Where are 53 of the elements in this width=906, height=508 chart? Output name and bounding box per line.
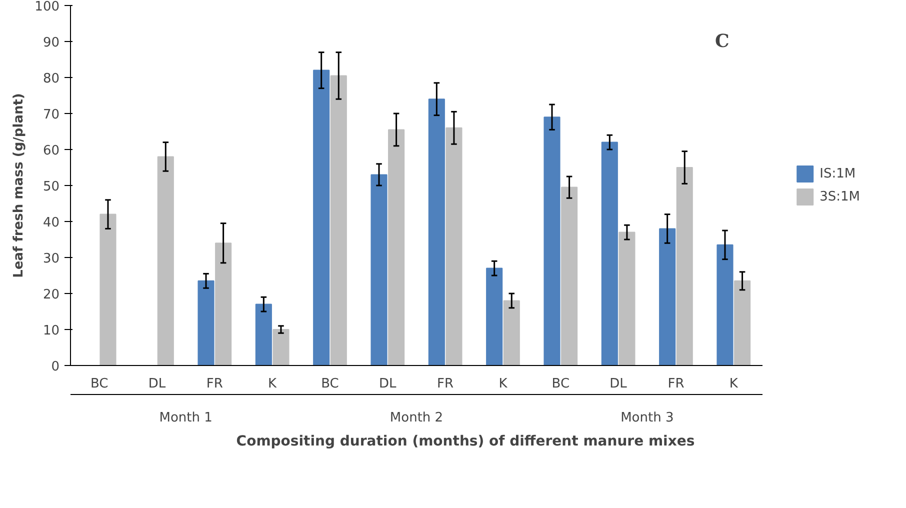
y-axis-title: Leaf fresh mass (g/plant) (12, 93, 27, 278)
bar (370, 174, 388, 366)
y-tick-label: 50 (42, 180, 60, 194)
y-tick-label: 10 (42, 324, 60, 338)
annotation: C (714, 31, 730, 52)
x-tick-label: DL (610, 376, 628, 392)
x-tick-label: K (729, 376, 738, 392)
x-axis-title: Compositing duration (months) of different manure mixes (236, 434, 695, 450)
text: Month 1 (159, 410, 212, 426)
x-tick-label: BC (552, 376, 570, 392)
text: Month 2 (390, 410, 444, 426)
bar (561, 186, 578, 366)
y-tick-label: 20 (42, 288, 60, 302)
bar (503, 300, 520, 366)
bar (734, 280, 751, 366)
bar (486, 268, 503, 366)
bar (215, 242, 232, 366)
text: Month 3 (620, 410, 674, 426)
x-tick-label: BC (321, 376, 339, 392)
bar (428, 98, 445, 366)
legend-label: 3S:1M (820, 189, 860, 204)
y-tick-label: 30 (42, 252, 60, 266)
bar (157, 156, 174, 366)
legend-label: IS:1M (820, 166, 856, 181)
bar (659, 228, 676, 366)
bar (198, 280, 214, 366)
y-tick-label: 70 (42, 108, 60, 122)
x-tick-label: FR (668, 376, 684, 392)
x-tick-label: BC (90, 376, 108, 392)
x-tick-label: K (268, 376, 278, 392)
x-tick-label: DL (379, 376, 398, 392)
bar (313, 70, 330, 366)
bar (272, 329, 290, 366)
bar (676, 167, 693, 366)
y-tick-label: 90 (42, 36, 60, 50)
x-tick-label: DL (148, 376, 166, 392)
y-tick-label: 60 (42, 144, 60, 158)
x-tick-label: K (498, 376, 508, 392)
y-tick-label: 100 (34, 0, 60, 14)
bar (330, 75, 347, 366)
bar (388, 129, 405, 366)
bar (100, 214, 116, 366)
y-tick-label: 40 (42, 216, 60, 230)
bar (601, 142, 618, 366)
y-tick-label: 0 (51, 360, 60, 374)
bar (255, 304, 272, 366)
y-tick-label: 80 (42, 72, 60, 86)
bar (544, 116, 560, 366)
bar (716, 244, 734, 366)
x-tick-label: FR (437, 376, 454, 392)
bar (618, 232, 636, 366)
x-tick-label: FR (206, 376, 223, 392)
bar (446, 127, 462, 366)
